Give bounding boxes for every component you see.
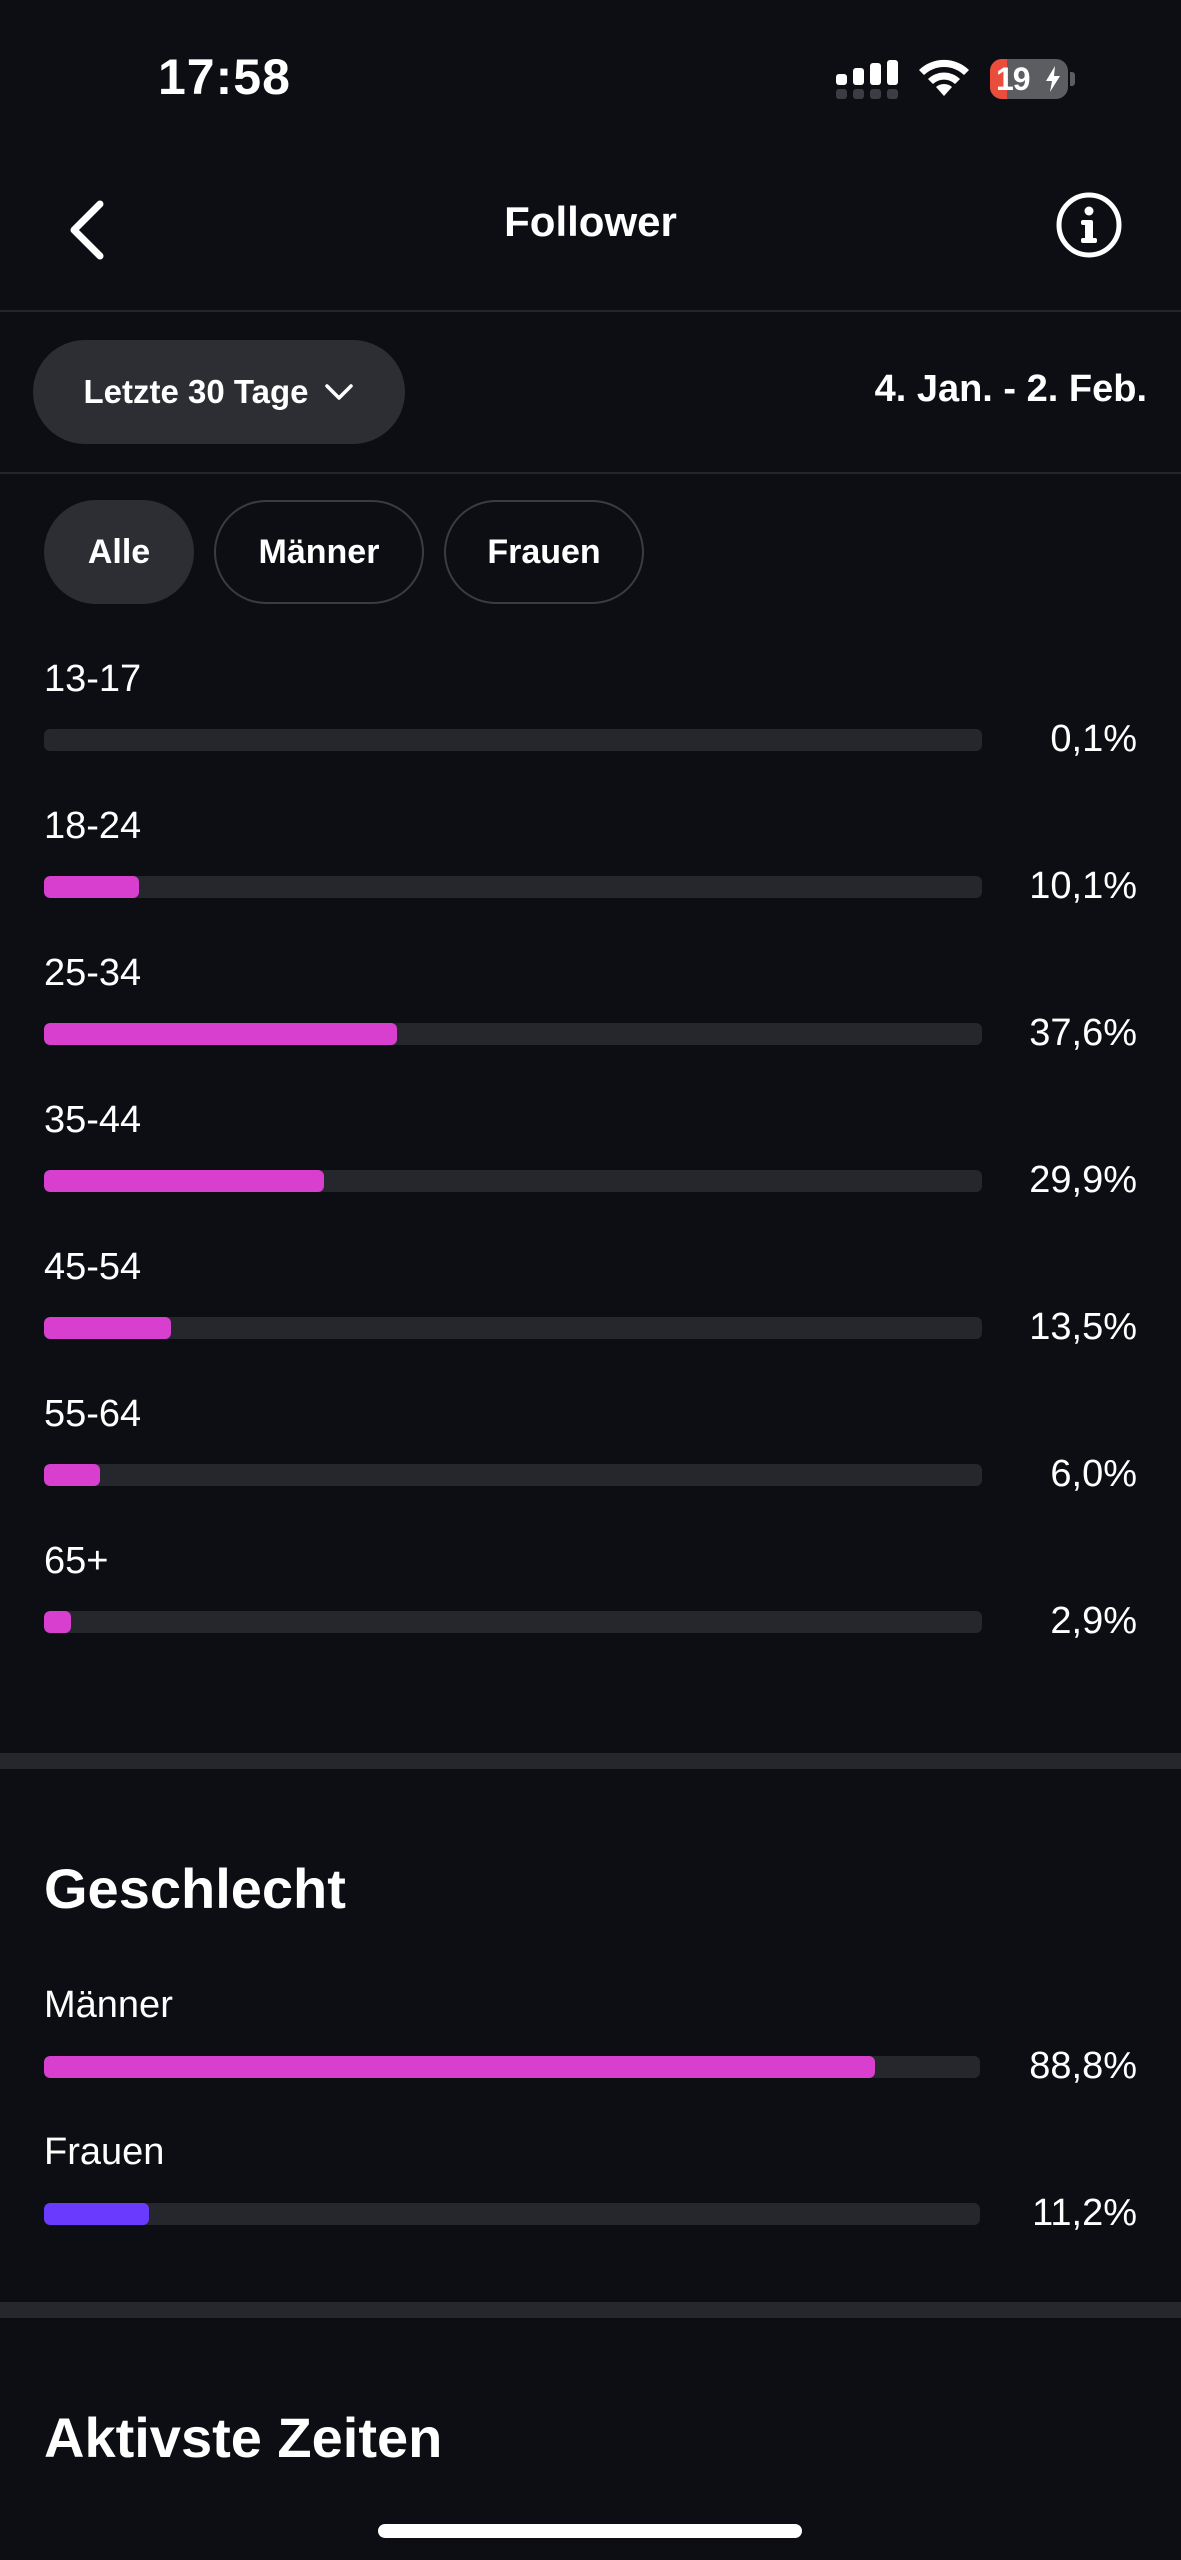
- segment-chip-frauen[interactable]: Frauen: [444, 500, 644, 604]
- battery-level: [990, 59, 1007, 99]
- gender-row-track: [44, 2056, 980, 2078]
- age-row-track: [44, 1170, 982, 1192]
- date-range-dropdown-label: Letzte 30 Tage: [83, 373, 309, 410]
- age-row-label: 65+: [44, 1540, 109, 1582]
- wifi-icon: [919, 59, 969, 96]
- section-divider: [0, 2302, 1181, 2318]
- age-row-fill: [44, 1170, 325, 1192]
- age-row-value: 10,1%: [1029, 865, 1137, 907]
- battery-percent: 19: [996, 61, 1031, 97]
- age-row-track: [44, 729, 982, 751]
- age-row-label: 13-17: [44, 658, 142, 700]
- age-row-label: 55-64: [44, 1393, 142, 1435]
- gender-row-fill: [44, 2203, 149, 2225]
- segment-chip-alle[interactable]: Alle: [44, 500, 194, 604]
- age-row-fill: [44, 1464, 101, 1486]
- info-circle-icon: [1056, 192, 1122, 258]
- age-row-fill: [44, 876, 139, 898]
- age-row-value: 29,9%: [1029, 1159, 1137, 1201]
- date-range-text: 4. Jan. - 2. Feb.: [874, 368, 1147, 410]
- chevron-left-icon: [70, 200, 104, 260]
- age-row-track: [44, 1464, 982, 1486]
- age-row-value: 6,0%: [1050, 1453, 1137, 1495]
- charging-bolt-icon: [1046, 66, 1060, 92]
- gender-row-value: 88,8%: [1029, 2045, 1137, 2087]
- age-row-fill: [44, 1023, 397, 1045]
- nav-bar: Follower: [0, 150, 1181, 312]
- age-row-label: 45-54: [44, 1246, 142, 1288]
- gender-row-value: 11,2%: [1032, 2192, 1137, 2234]
- active-times-section-title: Aktivste Zeiten: [44, 2406, 443, 2469]
- age-row-track: [44, 1611, 982, 1633]
- age-row-value: 13,5%: [1029, 1306, 1137, 1348]
- age-row-track: [44, 1023, 982, 1045]
- age-row-track: [44, 876, 982, 898]
- age-row-value: 0,1%: [1050, 718, 1137, 760]
- age-row-label: 35-44: [44, 1099, 142, 1141]
- gender-row-label: Männer: [44, 1984, 173, 2026]
- age-row-track: [44, 1317, 982, 1339]
- page-title: Follower: [504, 198, 677, 245]
- age-row-value: 37,6%: [1029, 1012, 1137, 1054]
- gender-row-fill: [44, 2056, 876, 2078]
- gender-row-track: [44, 2203, 980, 2225]
- age-row-fill: [44, 1317, 171, 1339]
- info-button[interactable]: [1054, 190, 1124, 260]
- back-button[interactable]: [56, 190, 120, 270]
- age-row-fill: [44, 1611, 72, 1633]
- chevron-down-icon: [325, 384, 354, 400]
- gender-section-title: Geschlecht: [44, 1857, 346, 1920]
- gender-row-label: Frauen: [44, 2131, 165, 2173]
- battery-icon: 19: [990, 59, 1075, 99]
- age-row-label: 25-34: [44, 952, 142, 994]
- home-indicator[interactable]: [378, 2524, 802, 2538]
- date-range-dropdown[interactable]: Letzte 30 Tage: [33, 340, 405, 444]
- age-row-label: 18-24: [44, 805, 142, 847]
- status-time: 17:58: [158, 49, 291, 105]
- filter-row: Letzte 30 Tage 4. Jan. - 2. Feb.: [0, 312, 1181, 474]
- section-divider: [0, 1753, 1181, 1769]
- cellular-signal-icon: [836, 60, 898, 99]
- age-row-value: 2,9%: [1050, 1600, 1137, 1642]
- status-bar: 17:58 19: [0, 0, 1181, 150]
- segment-chip-maenner[interactable]: Männer: [214, 500, 424, 604]
